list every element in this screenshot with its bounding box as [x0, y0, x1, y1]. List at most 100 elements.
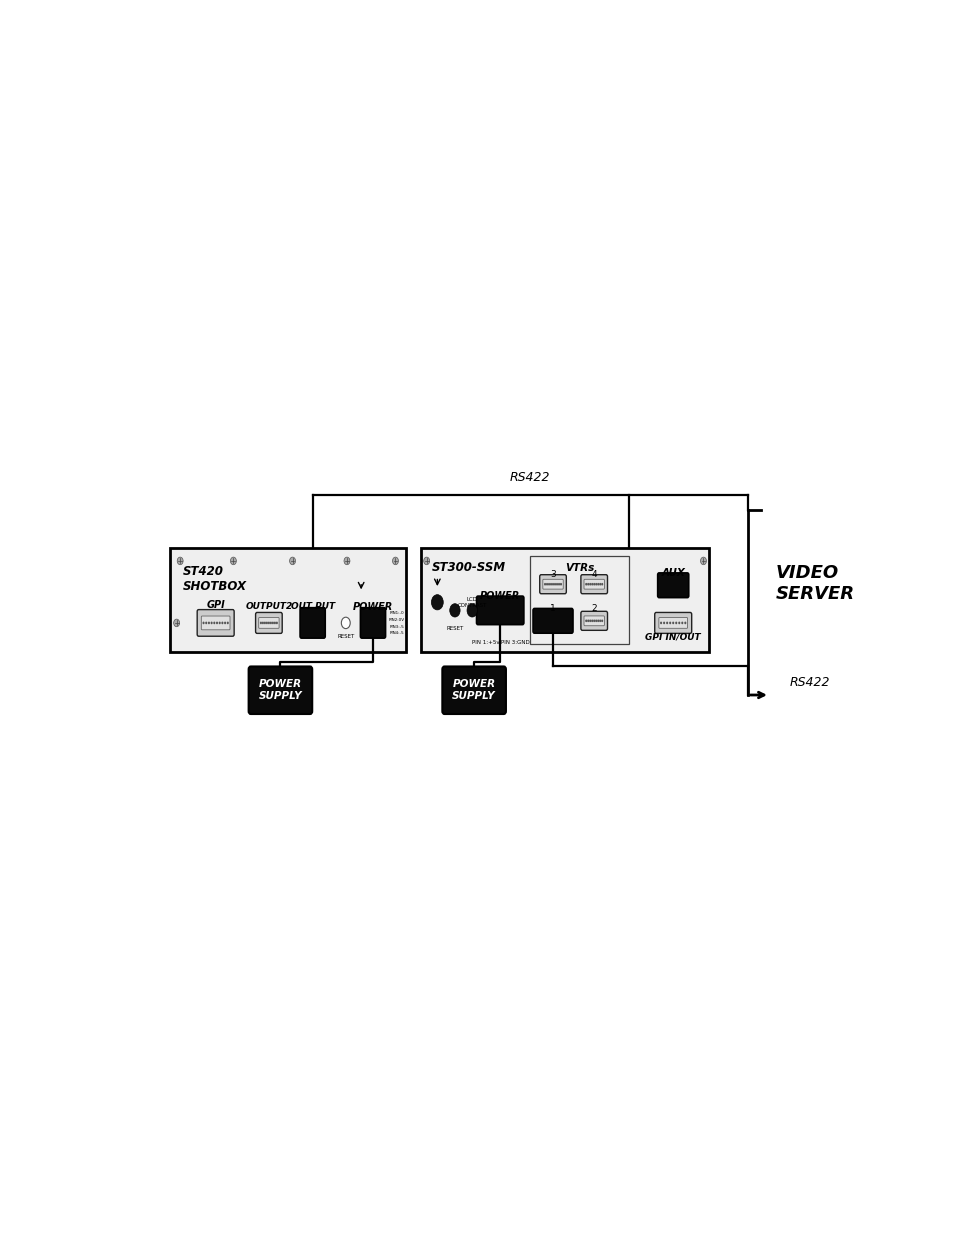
FancyBboxPatch shape [580, 574, 607, 594]
Circle shape [595, 583, 597, 585]
Circle shape [173, 619, 179, 626]
FancyBboxPatch shape [542, 579, 562, 589]
Circle shape [665, 621, 667, 624]
Circle shape [344, 557, 350, 564]
Circle shape [218, 621, 220, 624]
Circle shape [675, 621, 677, 624]
FancyBboxPatch shape [476, 597, 523, 625]
Text: PIN 3:GND: PIN 3:GND [500, 640, 529, 645]
Circle shape [213, 621, 215, 624]
Circle shape [208, 621, 210, 624]
Text: RS422: RS422 [510, 471, 550, 484]
Circle shape [543, 583, 545, 585]
Text: ST300-SSM: ST300-SSM [432, 561, 506, 574]
Circle shape [392, 557, 398, 564]
Circle shape [680, 621, 682, 624]
Circle shape [589, 620, 591, 622]
Bar [420, 547, 708, 652]
Text: PIN2:0V: PIN2:0V [388, 618, 404, 622]
FancyBboxPatch shape [255, 613, 282, 634]
Circle shape [598, 583, 600, 585]
Text: RESET: RESET [336, 635, 355, 640]
Circle shape [177, 557, 183, 564]
Circle shape [591, 583, 593, 585]
Text: VIDEO
SERVER: VIDEO SERVER [775, 564, 854, 603]
FancyBboxPatch shape [657, 573, 688, 598]
Text: 4: 4 [591, 569, 597, 579]
Text: GPI: GPI [206, 600, 225, 610]
FancyBboxPatch shape [360, 608, 385, 638]
FancyBboxPatch shape [539, 574, 566, 594]
Text: POWER
SUPPLY: POWER SUPPLY [452, 679, 496, 701]
FancyBboxPatch shape [300, 608, 325, 638]
Circle shape [584, 620, 587, 622]
Circle shape [202, 621, 204, 624]
FancyBboxPatch shape [533, 609, 573, 634]
Circle shape [552, 583, 554, 585]
FancyBboxPatch shape [659, 618, 687, 629]
Circle shape [600, 620, 602, 622]
Text: POWER
SUPPLY: POWER SUPPLY [258, 679, 302, 701]
Circle shape [550, 583, 552, 585]
Text: 3: 3 [550, 569, 556, 579]
Circle shape [586, 620, 589, 622]
Circle shape [556, 583, 558, 585]
Text: POWER: POWER [479, 592, 519, 601]
Circle shape [683, 621, 685, 624]
FancyBboxPatch shape [654, 613, 691, 634]
Circle shape [584, 583, 587, 585]
FancyBboxPatch shape [583, 616, 604, 626]
FancyBboxPatch shape [580, 611, 607, 630]
Circle shape [261, 621, 264, 624]
Text: RS422: RS422 [789, 676, 829, 689]
Circle shape [211, 621, 213, 624]
Text: AUX: AUX [660, 568, 684, 578]
Circle shape [589, 583, 591, 585]
Circle shape [659, 621, 661, 624]
Circle shape [545, 583, 547, 585]
Text: OUT PUT: OUT PUT [291, 601, 335, 611]
Circle shape [224, 621, 226, 624]
Circle shape [221, 621, 223, 624]
FancyBboxPatch shape [258, 618, 279, 629]
Circle shape [700, 557, 706, 564]
Circle shape [274, 621, 275, 624]
Bar [530, 556, 628, 643]
Text: LCD
CONTRAST: LCD CONTRAST [457, 597, 486, 608]
Circle shape [597, 620, 598, 622]
Circle shape [227, 621, 229, 624]
Circle shape [597, 583, 598, 585]
Circle shape [547, 583, 550, 585]
Circle shape [264, 621, 266, 624]
Text: POWER: POWER [353, 601, 393, 613]
FancyBboxPatch shape [201, 616, 230, 630]
Circle shape [662, 621, 664, 624]
Circle shape [431, 595, 443, 610]
Circle shape [259, 621, 262, 624]
Circle shape [266, 621, 268, 624]
FancyBboxPatch shape [442, 667, 505, 714]
Circle shape [554, 583, 556, 585]
Circle shape [591, 620, 593, 622]
Circle shape [290, 557, 295, 564]
Circle shape [275, 621, 277, 624]
Text: ST420
SHOTBOX: ST420 SHOTBOX [183, 564, 247, 593]
Circle shape [668, 621, 671, 624]
Text: RESET: RESET [446, 626, 463, 631]
Circle shape [205, 621, 207, 624]
Circle shape [467, 604, 476, 618]
Circle shape [423, 557, 429, 564]
Text: PIN3:-5: PIN3:-5 [390, 625, 404, 629]
Circle shape [678, 621, 679, 624]
Circle shape [341, 618, 350, 629]
FancyBboxPatch shape [197, 610, 233, 636]
Text: 1: 1 [550, 604, 556, 613]
Bar [170, 547, 406, 652]
Text: PIN 1:+5v: PIN 1:+5v [471, 640, 498, 645]
FancyBboxPatch shape [583, 579, 604, 589]
Circle shape [558, 583, 559, 585]
Circle shape [272, 621, 274, 624]
Text: PIN1:-0: PIN1:-0 [390, 611, 404, 615]
Circle shape [268, 621, 270, 624]
Text: OUTPUT2: OUTPUT2 [245, 601, 293, 611]
